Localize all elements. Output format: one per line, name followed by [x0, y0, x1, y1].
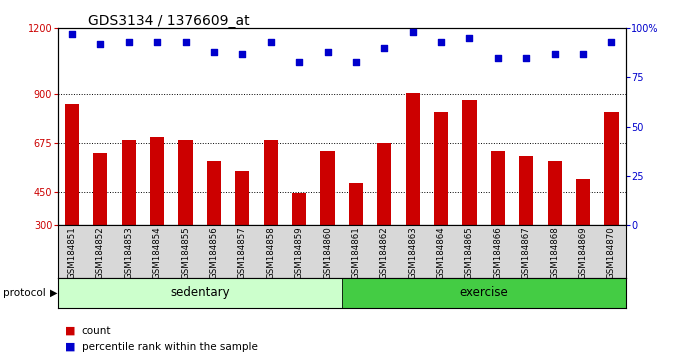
Bar: [491, 150, 505, 225]
Bar: [519, 156, 533, 225]
Text: ■: ■: [65, 326, 75, 336]
Point: [436, 39, 447, 45]
Point: [322, 49, 333, 55]
Text: exercise: exercise: [459, 286, 508, 299]
Bar: [605, 112, 619, 225]
Point: [521, 55, 532, 61]
Text: GSM184861: GSM184861: [352, 227, 360, 279]
Point: [265, 39, 276, 45]
Text: GSM184867: GSM184867: [522, 227, 530, 279]
Text: GSM184866: GSM184866: [494, 227, 503, 279]
Bar: [434, 112, 448, 225]
Point: [209, 49, 220, 55]
Text: GSM184862: GSM184862: [380, 227, 389, 279]
Bar: [65, 104, 79, 225]
Text: GSM184855: GSM184855: [181, 227, 190, 279]
Point: [67, 32, 78, 37]
Text: ▶: ▶: [50, 288, 57, 298]
Text: GSM184863: GSM184863: [408, 227, 417, 279]
Text: GSM184860: GSM184860: [323, 227, 332, 279]
Bar: [178, 139, 192, 225]
Bar: [576, 179, 590, 225]
Text: GSM184868: GSM184868: [550, 227, 559, 279]
Point: [379, 45, 390, 51]
Bar: [235, 171, 250, 225]
Text: percentile rank within the sample: percentile rank within the sample: [82, 342, 258, 352]
Text: GSM184864: GSM184864: [437, 227, 445, 279]
Text: GSM184853: GSM184853: [124, 227, 133, 279]
Text: GSM184854: GSM184854: [153, 227, 162, 279]
Point: [294, 59, 305, 64]
Text: count: count: [82, 326, 111, 336]
Bar: [377, 143, 392, 225]
Point: [464, 35, 475, 41]
Text: protocol: protocol: [3, 288, 46, 298]
Text: GSM184852: GSM184852: [96, 227, 105, 279]
Text: ■: ■: [65, 342, 75, 352]
Bar: [292, 193, 306, 225]
Text: sedentary: sedentary: [170, 286, 230, 299]
Bar: [122, 139, 136, 225]
Point: [606, 39, 617, 45]
Bar: [58, 278, 341, 308]
Point: [95, 41, 106, 47]
Point: [123, 39, 134, 45]
Bar: [341, 278, 626, 308]
Point: [237, 51, 248, 57]
Point: [549, 51, 560, 57]
Bar: [264, 139, 278, 225]
Point: [407, 29, 418, 35]
Point: [152, 39, 163, 45]
Text: GDS3134 / 1376609_at: GDS3134 / 1376609_at: [88, 14, 250, 28]
Text: GSM184856: GSM184856: [209, 227, 218, 279]
Bar: [547, 161, 562, 225]
Bar: [462, 101, 477, 225]
Point: [180, 39, 191, 45]
Text: GSM184869: GSM184869: [579, 227, 588, 279]
Point: [492, 55, 503, 61]
Point: [577, 51, 588, 57]
Text: GSM184857: GSM184857: [238, 227, 247, 279]
Point: [350, 59, 361, 64]
Bar: [150, 137, 165, 225]
Bar: [93, 153, 107, 225]
Text: GSM184858: GSM184858: [267, 227, 275, 279]
Text: GSM184870: GSM184870: [607, 227, 616, 279]
Text: GSM184865: GSM184865: [465, 227, 474, 279]
Text: GSM184859: GSM184859: [294, 227, 303, 279]
Bar: [320, 150, 335, 225]
Bar: [349, 183, 363, 225]
Bar: [207, 161, 221, 225]
Text: GSM184851: GSM184851: [67, 227, 76, 279]
Bar: [405, 93, 420, 225]
